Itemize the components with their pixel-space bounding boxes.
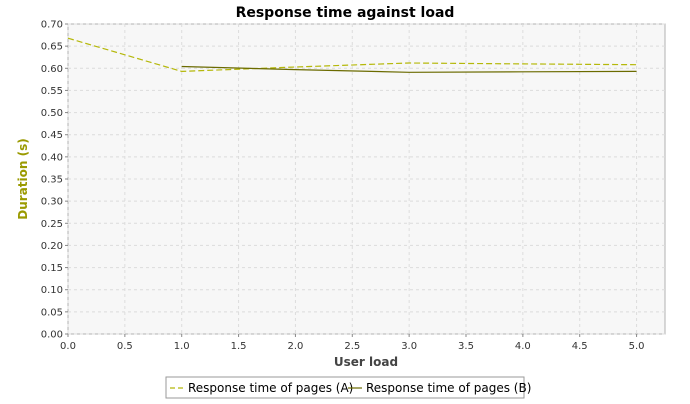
y-tick-label: 0.30 — [41, 197, 63, 208]
y-tick-label: 0.70 — [41, 20, 63, 31]
plot-area — [67, 23, 666, 335]
x-tick-label: 4.5 — [572, 341, 588, 352]
x-tick-label: 3.5 — [458, 341, 474, 352]
y-tick-label: 0.65 — [41, 42, 63, 53]
x-tick-label: 5.0 — [629, 341, 645, 352]
y-tick-label: 0.20 — [41, 241, 63, 252]
chart-title: Response time against load — [236, 5, 455, 21]
x-tick-label: 1.0 — [174, 341, 190, 352]
x-tick-label: 1.5 — [231, 341, 247, 352]
x-tick-label: 3.0 — [401, 341, 417, 352]
y-tick-label: 0.55 — [41, 86, 63, 97]
x-tick-label: 2.5 — [344, 341, 360, 352]
y-axis-label: Duration (s) — [16, 138, 30, 219]
y-axis: 0.00 0.05 0.10 0.15 0.20 0.25 0.30 0.35 0.40 0.45… — [41, 20, 68, 341]
y-tick-label: 0.10 — [41, 285, 63, 296]
x-gridlines — [67, 24, 638, 334]
y-tick-label: 0.25 — [41, 219, 63, 230]
y-tick-label: 0.40 — [41, 152, 63, 163]
x-tick-label: 0.0 — [60, 341, 76, 352]
legend-box — [165, 376, 525, 399]
y-tick-label: 0.60 — [41, 64, 63, 75]
legend: Response time of pages (A) Response time… — [165, 376, 531, 399]
series-line-a — [67, 37, 637, 73]
series-layer — [67, 37, 637, 73]
x-axis: 0.0 0.5 1.0 1.5 2.0 2.5 3.0 3.5 4.0 4.5 5.0 — [60, 334, 645, 352]
y-tick-label: 0.05 — [41, 307, 63, 318]
y-tick-label: 0.00 — [41, 330, 63, 341]
y-tick-label: 0.50 — [41, 108, 63, 119]
y-tick-label: 0.35 — [41, 175, 63, 186]
x-tick-label: 4.0 — [515, 341, 531, 352]
series-line-b — [181, 65, 637, 73]
legend-label-b: Response time of pages (B) — [366, 381, 531, 395]
legend-label-a: Response time of pages (A) — [188, 381, 353, 395]
y-tick-label: 0.45 — [41, 130, 63, 141]
x-tick-label: 2.0 — [287, 341, 303, 352]
y-tick-label: 0.15 — [41, 263, 63, 274]
x-tick-label: 0.5 — [117, 341, 133, 352]
x-axis-label: User load — [334, 355, 398, 369]
